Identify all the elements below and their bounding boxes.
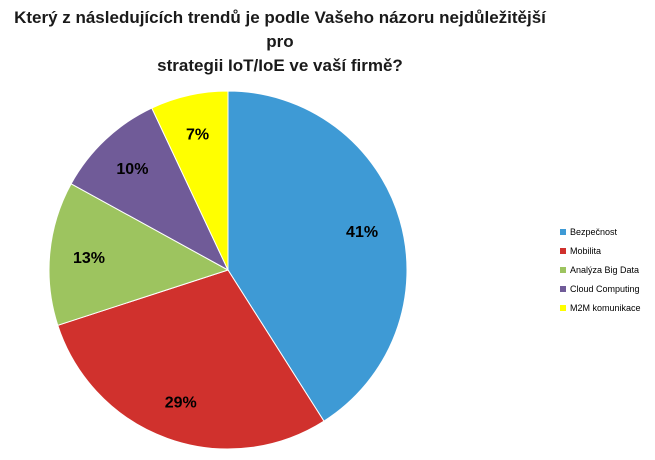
legend-swatch [560, 304, 566, 311]
legend-swatch [560, 285, 566, 292]
chart-title-line-1: Který z následujících trendů je podle Va… [14, 8, 546, 51]
legend-item-2: Analýza Big Data [560, 260, 641, 279]
legend-swatch [560, 266, 566, 273]
pie-slice-0 [227, 90, 408, 422]
legend-item-0: Bezpečnost [560, 222, 641, 241]
legend-label: Analýza Big Data [570, 264, 640, 275]
chart-title-line-2: strategii IoT/IoE ve vaší firmě? [157, 56, 403, 75]
legend-item-1: Mobilita [560, 241, 641, 260]
slice-label-2: 13% [73, 250, 105, 267]
legend-label: Mobilita [570, 245, 602, 256]
legend-swatch [560, 228, 566, 235]
legend-item-3: Cloud Computing [560, 279, 641, 298]
pie-slice-2 [48, 183, 230, 326]
legend: Bezpečnost Mobilita Analýza Big Data Cloud … [560, 222, 641, 317]
pie-slice-4 [151, 90, 229, 271]
legend-label: Cloud Computing [570, 283, 640, 294]
slice-label-4: 7% [186, 127, 209, 144]
chart-title: Který z následujících trendů je podle Va… [0, 6, 560, 78]
legend-label: Bezpečnost [570, 226, 618, 237]
legend-swatch [560, 247, 566, 254]
legend-item-4: M2M komunikace [560, 298, 641, 317]
pie-slice-3 [70, 107, 230, 272]
slice-label-3: 10% [116, 161, 148, 178]
pie-slice-1 [57, 269, 325, 450]
slice-label-0: 41% [346, 224, 378, 241]
slice-label-1: 29% [165, 394, 197, 411]
legend-label: M2M komunikace [570, 302, 641, 313]
